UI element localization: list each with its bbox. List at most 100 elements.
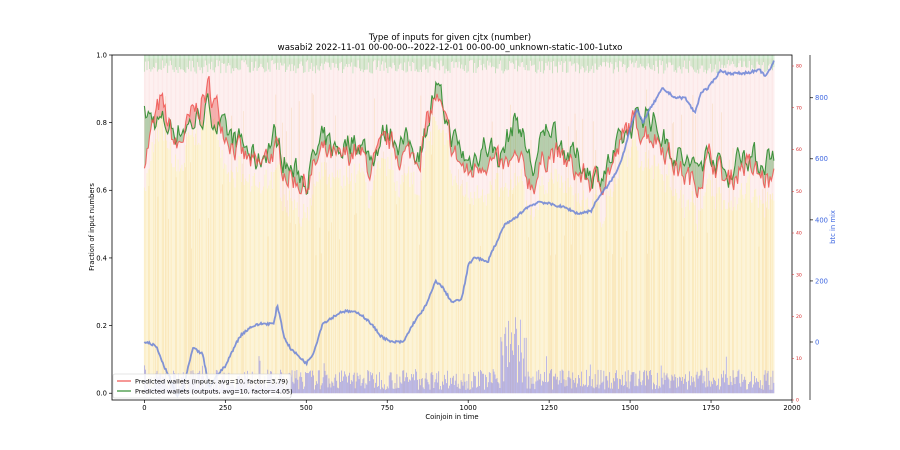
fill-segment [468,156,470,175]
fill-segment [698,164,701,189]
yr-small-tick-label: 50 [796,189,802,195]
yr-small-tick-label: 60 [796,147,802,153]
fill-segment [347,135,350,166]
yr-small-tick-label: 40 [796,231,802,237]
yr-small-tick-label: 70 [796,105,802,111]
x-axis-label: Coinjoin in time [425,413,478,421]
fill-segment [547,130,549,172]
x-tick-label: 2000 [783,404,800,412]
fill-segment [723,168,725,181]
fill-segment [542,130,544,157]
fill-segment [617,128,619,155]
y-axis-right: 0 200 400 600 800 [809,55,828,400]
fill-segment [286,163,289,187]
fill-segment [439,84,441,102]
fill-segment [201,94,203,130]
x-tick-label: 1000 [460,404,477,412]
legend-box [112,373,292,399]
y-axis: 0.0 0.2 0.4 0.6 0.8 1.0 [96,51,112,398]
fill-segment [639,113,641,144]
fill-segment [301,176,303,194]
y2-tick-label: 400 [815,216,828,224]
y-axis-label: Fraction of input numbers [88,183,96,271]
x-tick-label: 1750 [702,404,719,412]
fill-segment [144,105,146,169]
fill-segment [438,83,440,101]
plot-frame [111,54,793,401]
fill-segment [552,122,554,163]
y2-tick-label: 800 [815,94,828,102]
fill-segment [363,139,365,153]
y2-tick-label: 0 [815,338,819,346]
fill-segment [508,136,510,167]
x-tick-label: 500 [300,404,313,412]
y-tick-label: 0.2 [96,322,107,330]
fill-segment [750,156,752,173]
fill-segment [516,117,518,157]
series-lines [143,60,775,398]
fill-segment [518,129,520,163]
y2-axis-label: btc in mix [829,210,837,244]
chart-title: Type of inputs for given cjtx (number) [368,33,531,43]
inputs-line [143,75,775,198]
fill-segment [769,158,772,181]
fill-segment [464,159,466,173]
fill-segment [457,141,460,162]
fill-segment [522,128,524,163]
fill-segment [513,112,515,156]
fill-segment [767,148,769,188]
y-tick-label: 1.0 [96,51,107,59]
fill-segment [544,123,546,172]
yr-small-tick-label: 30 [796,272,802,278]
fill-segment [211,102,214,130]
legend: Predicted wallets (inputs, avg=10, facto… [112,373,293,399]
fill-segment [640,118,642,144]
fill-segment [223,114,225,144]
fill-segment [514,112,517,155]
x-tick-label: 0 [142,404,146,412]
fill-segment [187,114,189,125]
y-axis-right-small: 0 10 20 30 40 50 60 70 80 [792,64,802,404]
fill-segment [536,151,539,181]
fill-segment [751,146,754,175]
yr-small-tick-label: 10 [796,356,802,362]
yr-small-tick-label: 80 [796,64,802,70]
y-tick-label: 0.4 [96,254,107,262]
fill-segment [214,98,216,131]
fill-segment [531,167,533,190]
x-tick-label: 1250 [540,404,557,412]
fill-segment [507,129,509,167]
fill-segment [213,98,215,130]
fill-segment [146,111,149,149]
x-tick-label: 250 [219,404,232,412]
fill-segment [312,149,315,161]
y2-tick-label: 600 [815,155,828,163]
legend-label-outputs: Predicted wallets (outputs, avg=10, fact… [135,388,293,396]
fill-segment [525,146,527,178]
y-tick-label: 0.0 [96,390,107,398]
fill-segment [517,117,519,163]
fill-segment [604,170,606,189]
y-tick-label: 0.6 [96,187,107,195]
fill-segment [159,95,162,118]
fill-segment [736,147,738,184]
legend-label-inputs: Predicted wallets (inputs, avg=10, facto… [135,378,288,386]
fill-segment [548,132,550,159]
btc-line [143,60,775,398]
yr-small-tick-label: 0 [796,398,799,404]
fill-segment [315,153,317,165]
chart-subtitle: wasabi2 2022-11-01 00-00-00--2022-12-01 … [278,43,623,53]
x-tick-label: 750 [381,404,394,412]
fill-segment [215,95,217,135]
x-axis: 0 250 500 750 1000 1250 1500 1750 2000 [142,400,801,412]
fill-segment [545,123,548,172]
fill-segment [148,111,150,149]
x-tick-label: 1500 [621,404,638,412]
yr-small-tick-label: 20 [796,314,802,320]
fill-segment [696,162,698,198]
fill-segment [700,161,702,189]
y-tick-label: 0.8 [96,119,107,127]
fill-segment [192,104,194,129]
y2-tick-label: 200 [815,277,828,285]
